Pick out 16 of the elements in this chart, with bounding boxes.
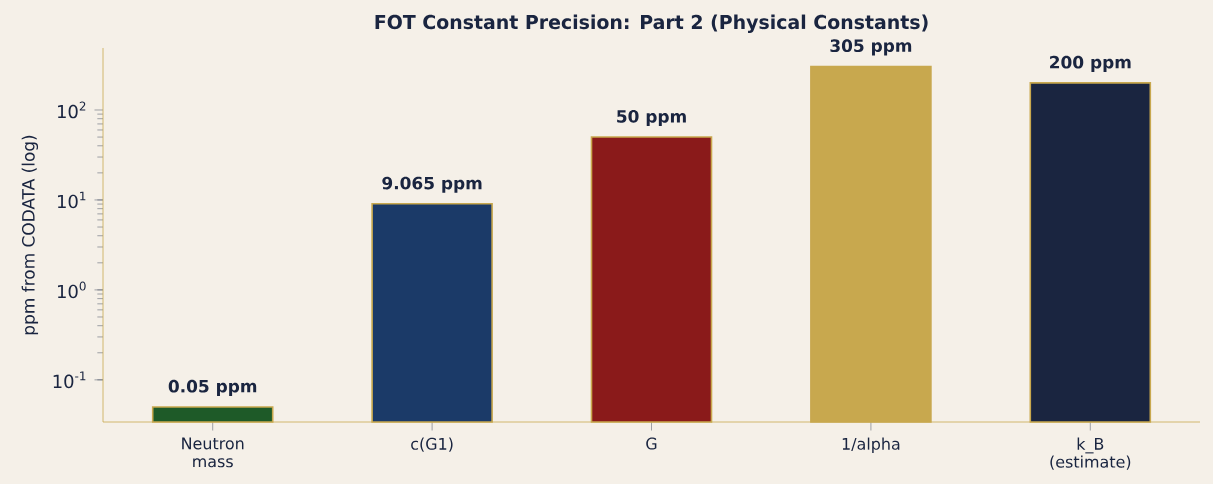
y-tick-label: 10$^{2}$	[58, 101, 86, 119]
y-axis-title: ppm from CODATA (log)	[21, 135, 39, 335]
x-tick-label: k_B (estimate)	[1050, 437, 1131, 470]
y-tick-label: 10$^{1}$	[58, 191, 86, 209]
y-tick-label: 10$^{-1}$	[53, 371, 86, 389]
chart-title: FOT Constant Precision: Part 2 (Physical Constants)	[375, 14, 928, 33]
y-tick-label: 10$^{0}$	[58, 281, 86, 299]
data-label: 0.05 ppm	[168, 379, 257, 396]
data-label: 50 ppm	[617, 109, 686, 127]
data-label: 200 ppm	[1050, 55, 1131, 72]
data-label: 305 ppm	[830, 39, 912, 56]
x-tick-label: c(G1)	[411, 437, 453, 452]
data-label: 9.065 ppm	[382, 176, 482, 193]
x-tick-label: 1/alpha	[842, 437, 900, 453]
x-tick-label: G	[646, 437, 657, 450]
x-tick-label: Neutron mass	[182, 437, 244, 468]
